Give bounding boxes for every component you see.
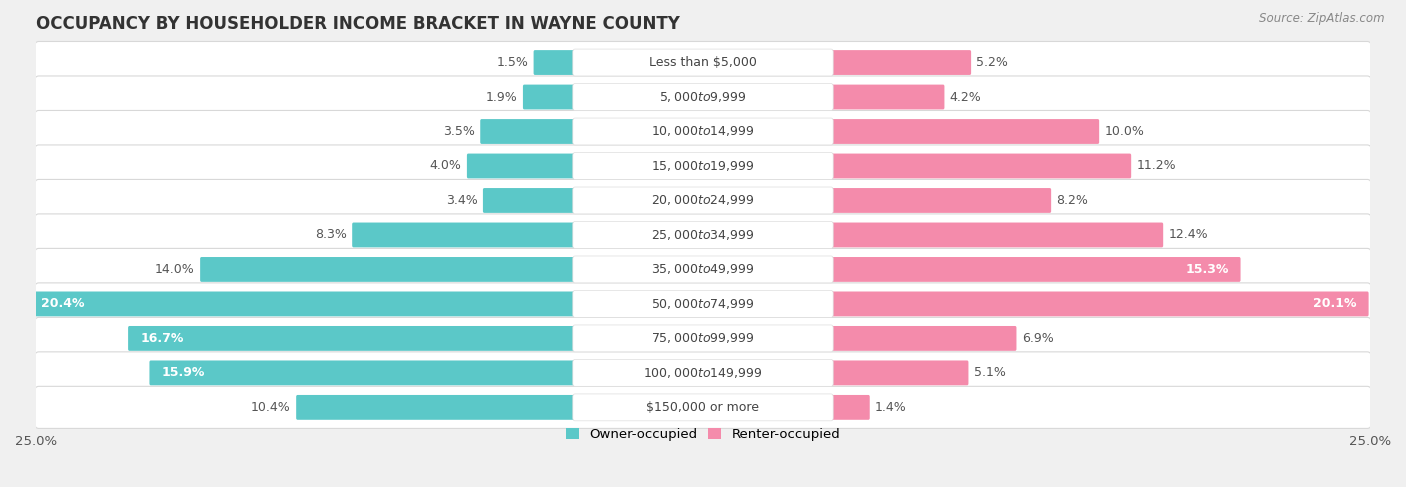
Text: $50,000 to $74,999: $50,000 to $74,999 (651, 297, 755, 311)
Text: 15.3%: 15.3% (1185, 263, 1229, 276)
Text: 5.2%: 5.2% (976, 56, 1008, 69)
Text: 3.5%: 3.5% (443, 125, 475, 138)
FancyBboxPatch shape (467, 153, 576, 178)
FancyBboxPatch shape (35, 283, 1371, 325)
FancyBboxPatch shape (35, 76, 1371, 118)
Text: 16.7%: 16.7% (141, 332, 183, 345)
Text: 20.1%: 20.1% (1313, 298, 1357, 310)
FancyBboxPatch shape (523, 85, 576, 110)
FancyBboxPatch shape (35, 179, 1371, 222)
FancyBboxPatch shape (830, 85, 945, 110)
Text: Less than $5,000: Less than $5,000 (650, 56, 756, 69)
Text: $5,000 to $9,999: $5,000 to $9,999 (659, 90, 747, 104)
Text: $10,000 to $14,999: $10,000 to $14,999 (651, 125, 755, 138)
FancyBboxPatch shape (352, 223, 576, 247)
Text: 20.4%: 20.4% (41, 298, 84, 310)
Text: 5.1%: 5.1% (974, 366, 1005, 379)
FancyBboxPatch shape (35, 41, 1371, 84)
FancyBboxPatch shape (830, 292, 1368, 317)
FancyBboxPatch shape (830, 188, 1052, 213)
FancyBboxPatch shape (534, 50, 576, 75)
Text: 10.4%: 10.4% (252, 401, 291, 414)
FancyBboxPatch shape (572, 325, 834, 352)
FancyBboxPatch shape (572, 49, 834, 76)
Text: 1.4%: 1.4% (875, 401, 907, 414)
Text: 3.4%: 3.4% (446, 194, 478, 207)
Text: $75,000 to $99,999: $75,000 to $99,999 (651, 332, 755, 345)
FancyBboxPatch shape (149, 360, 576, 385)
FancyBboxPatch shape (572, 359, 834, 386)
FancyBboxPatch shape (35, 248, 1371, 290)
Text: 11.2%: 11.2% (1136, 159, 1177, 172)
Text: 4.2%: 4.2% (950, 91, 981, 104)
FancyBboxPatch shape (572, 187, 834, 214)
FancyBboxPatch shape (35, 145, 1371, 187)
FancyBboxPatch shape (35, 111, 1371, 152)
FancyBboxPatch shape (35, 352, 1371, 394)
FancyBboxPatch shape (482, 188, 576, 213)
Text: 4.0%: 4.0% (430, 159, 461, 172)
FancyBboxPatch shape (830, 395, 870, 420)
FancyBboxPatch shape (35, 214, 1371, 256)
FancyBboxPatch shape (830, 50, 972, 75)
Legend: Owner-occupied, Renter-occupied: Owner-occupied, Renter-occupied (560, 423, 846, 447)
FancyBboxPatch shape (572, 222, 834, 248)
Text: 8.2%: 8.2% (1056, 194, 1088, 207)
Text: $15,000 to $19,999: $15,000 to $19,999 (651, 159, 755, 173)
FancyBboxPatch shape (830, 360, 969, 385)
Text: 12.4%: 12.4% (1168, 228, 1208, 242)
Text: $25,000 to $34,999: $25,000 to $34,999 (651, 228, 755, 242)
FancyBboxPatch shape (297, 395, 576, 420)
FancyBboxPatch shape (572, 152, 834, 179)
Text: $20,000 to $24,999: $20,000 to $24,999 (651, 193, 755, 207)
Text: Source: ZipAtlas.com: Source: ZipAtlas.com (1260, 12, 1385, 25)
Text: $100,000 to $149,999: $100,000 to $149,999 (644, 366, 762, 380)
FancyBboxPatch shape (128, 326, 576, 351)
FancyBboxPatch shape (830, 257, 1240, 282)
FancyBboxPatch shape (572, 394, 834, 421)
Text: $35,000 to $49,999: $35,000 to $49,999 (651, 262, 755, 277)
FancyBboxPatch shape (830, 326, 1017, 351)
FancyBboxPatch shape (830, 119, 1099, 144)
FancyBboxPatch shape (35, 318, 1371, 359)
FancyBboxPatch shape (572, 290, 834, 318)
Text: 1.9%: 1.9% (486, 91, 517, 104)
Text: 6.9%: 6.9% (1022, 332, 1053, 345)
Text: 14.0%: 14.0% (155, 263, 195, 276)
Text: 1.5%: 1.5% (496, 56, 529, 69)
Text: OCCUPANCY BY HOUSEHOLDER INCOME BRACKET IN WAYNE COUNTY: OCCUPANCY BY HOUSEHOLDER INCOME BRACKET … (37, 15, 681, 33)
Text: 15.9%: 15.9% (162, 366, 205, 379)
FancyBboxPatch shape (572, 118, 834, 145)
FancyBboxPatch shape (200, 257, 576, 282)
FancyBboxPatch shape (30, 292, 576, 317)
FancyBboxPatch shape (572, 256, 834, 283)
Text: $150,000 or more: $150,000 or more (647, 401, 759, 414)
FancyBboxPatch shape (830, 153, 1132, 178)
FancyBboxPatch shape (35, 386, 1371, 429)
FancyBboxPatch shape (572, 84, 834, 111)
Text: 8.3%: 8.3% (315, 228, 347, 242)
FancyBboxPatch shape (830, 223, 1163, 247)
FancyBboxPatch shape (481, 119, 576, 144)
Text: 10.0%: 10.0% (1105, 125, 1144, 138)
